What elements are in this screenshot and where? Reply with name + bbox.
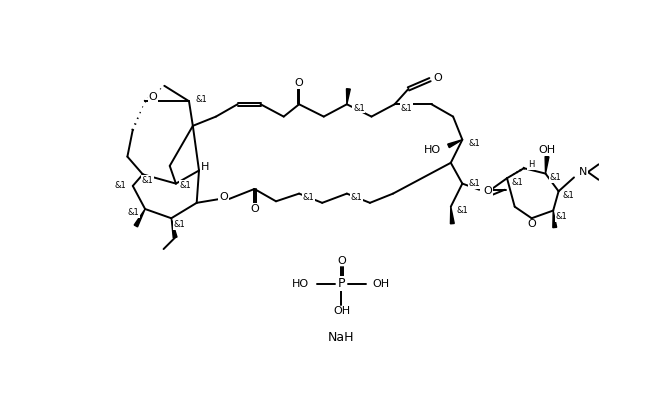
- Polygon shape: [448, 140, 462, 148]
- Text: &1: &1: [512, 177, 524, 186]
- Text: H: H: [528, 160, 534, 169]
- Text: OH: OH: [538, 145, 556, 155]
- Text: &1: &1: [115, 182, 127, 190]
- Polygon shape: [171, 218, 177, 238]
- Text: &1: &1: [141, 176, 153, 185]
- Text: &1: &1: [351, 193, 362, 202]
- Text: O: O: [337, 256, 346, 266]
- Text: &1: &1: [550, 173, 561, 182]
- Text: O: O: [219, 193, 228, 202]
- Text: &1: &1: [401, 104, 412, 113]
- Polygon shape: [346, 89, 350, 104]
- Text: O: O: [434, 73, 442, 83]
- Text: NaH: NaH: [328, 331, 355, 344]
- Text: O: O: [149, 92, 157, 102]
- Polygon shape: [450, 207, 454, 224]
- Text: OH: OH: [333, 306, 350, 316]
- Text: OH: OH: [372, 279, 390, 289]
- Text: H: H: [201, 162, 209, 172]
- Text: O: O: [481, 188, 490, 198]
- Text: &1: &1: [179, 181, 191, 190]
- Text: P: P: [338, 277, 346, 290]
- Text: &1: &1: [457, 206, 469, 215]
- Text: &1: &1: [127, 208, 139, 217]
- Polygon shape: [134, 209, 145, 227]
- Text: O: O: [484, 186, 492, 196]
- Text: &1: &1: [303, 193, 315, 202]
- Polygon shape: [545, 156, 549, 173]
- Text: &1: &1: [173, 220, 185, 229]
- Text: N: N: [579, 167, 588, 177]
- Text: &1: &1: [468, 139, 480, 148]
- Text: O: O: [295, 78, 303, 88]
- Text: &1: &1: [353, 104, 365, 113]
- Text: O: O: [528, 219, 536, 230]
- Text: &1: &1: [195, 95, 207, 104]
- Polygon shape: [553, 210, 557, 228]
- Text: HO: HO: [424, 145, 441, 155]
- Text: HO: HO: [292, 279, 309, 289]
- Text: O: O: [250, 204, 259, 214]
- Text: &1: &1: [562, 190, 574, 200]
- Text: &1: &1: [556, 212, 567, 221]
- Text: &1: &1: [468, 179, 480, 188]
